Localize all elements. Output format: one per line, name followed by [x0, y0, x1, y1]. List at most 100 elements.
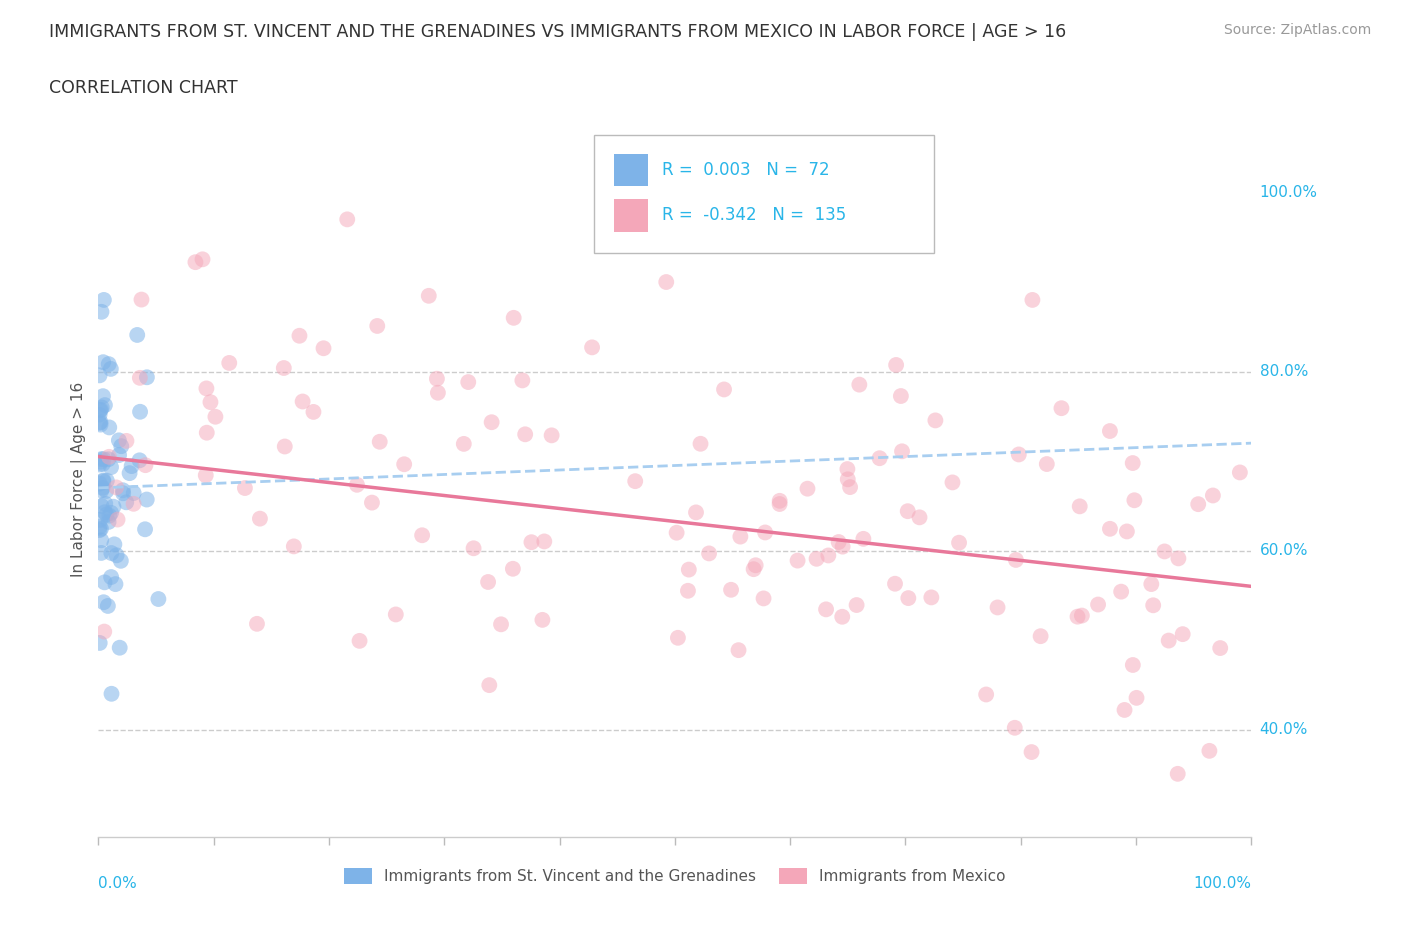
Point	[91, 481, 114, 496]
Point	[100, 505, 122, 520]
Point	[837, 472, 859, 486]
Point	[108, 447, 131, 462]
Point	[754, 525, 776, 540]
Point	[666, 631, 689, 645]
Point	[418, 288, 440, 303]
Point	[98, 420, 121, 435]
Point	[90, 522, 112, 537]
Point	[884, 577, 907, 591]
Point	[924, 413, 946, 428]
Bar	[614, 199, 648, 232]
Point	[848, 378, 870, 392]
Point	[533, 534, 555, 549]
Point	[110, 439, 132, 454]
Point	[411, 528, 433, 543]
Point	[94, 398, 117, 413]
Point	[122, 497, 145, 512]
Point	[194, 468, 217, 483]
Point	[713, 382, 735, 397]
Point	[90, 454, 112, 469]
Point	[1021, 293, 1043, 308]
Point	[817, 548, 839, 563]
Point	[291, 394, 314, 409]
Point	[128, 370, 150, 385]
Point	[115, 433, 138, 448]
Point	[110, 553, 132, 568]
Point	[273, 361, 295, 376]
Point	[1036, 457, 1059, 472]
Point	[148, 591, 170, 606]
Point	[531, 613, 554, 628]
Text: CORRELATION CHART: CORRELATION CHART	[49, 79, 238, 97]
Point	[195, 381, 218, 396]
Point	[727, 643, 749, 658]
Point	[1142, 598, 1164, 613]
Point	[897, 504, 920, 519]
Point	[93, 473, 115, 488]
Point	[98, 508, 121, 523]
Point	[730, 529, 752, 544]
FancyBboxPatch shape	[595, 135, 935, 253]
Point	[1029, 629, 1052, 644]
Point	[1229, 465, 1251, 480]
Point	[502, 562, 524, 577]
Point	[93, 293, 115, 308]
Point	[103, 537, 125, 551]
Point	[200, 394, 222, 409]
Point	[97, 357, 120, 372]
Point	[89, 415, 111, 430]
Point	[89, 368, 111, 383]
Point	[100, 362, 122, 377]
Point	[89, 418, 111, 432]
Point	[90, 403, 112, 418]
Point	[520, 535, 543, 550]
Point	[891, 444, 914, 458]
Point	[91, 389, 114, 404]
Point	[89, 407, 111, 422]
Point	[283, 539, 305, 554]
Point	[89, 523, 111, 538]
Point	[986, 600, 1008, 615]
Point	[366, 318, 388, 333]
Point	[1171, 627, 1194, 642]
Point	[100, 546, 122, 561]
Point	[129, 405, 152, 419]
Point	[1202, 488, 1225, 503]
Text: 40.0%: 40.0%	[1260, 722, 1308, 737]
Point	[1122, 658, 1144, 672]
Point	[463, 541, 485, 556]
Point	[89, 416, 111, 431]
Point	[312, 340, 335, 355]
Point	[1005, 552, 1028, 567]
Point	[624, 473, 647, 488]
Y-axis label: In Labor Force | Age > 16: In Labor Force | Age > 16	[72, 381, 87, 577]
Point	[128, 453, 150, 468]
Point	[512, 373, 534, 388]
Point	[127, 327, 149, 342]
Point	[742, 562, 765, 577]
Point	[1167, 551, 1189, 565]
Point	[515, 427, 537, 442]
Point	[93, 595, 115, 610]
Point	[1087, 597, 1109, 612]
Point	[90, 533, 112, 548]
Point	[111, 483, 134, 498]
Point	[91, 473, 114, 488]
Point	[744, 558, 766, 573]
Point	[676, 583, 699, 598]
Point	[233, 481, 256, 496]
Point	[302, 405, 325, 419]
Point	[246, 617, 269, 631]
Point	[697, 546, 720, 561]
Point	[218, 355, 240, 370]
Point	[90, 452, 112, 467]
Point	[1114, 702, 1136, 717]
Point	[96, 484, 118, 498]
Point	[204, 409, 226, 424]
Point	[118, 466, 141, 481]
Point	[481, 415, 503, 430]
Point	[93, 505, 115, 520]
Point	[90, 304, 112, 319]
Text: 80.0%: 80.0%	[1260, 364, 1308, 379]
Point	[97, 452, 120, 467]
